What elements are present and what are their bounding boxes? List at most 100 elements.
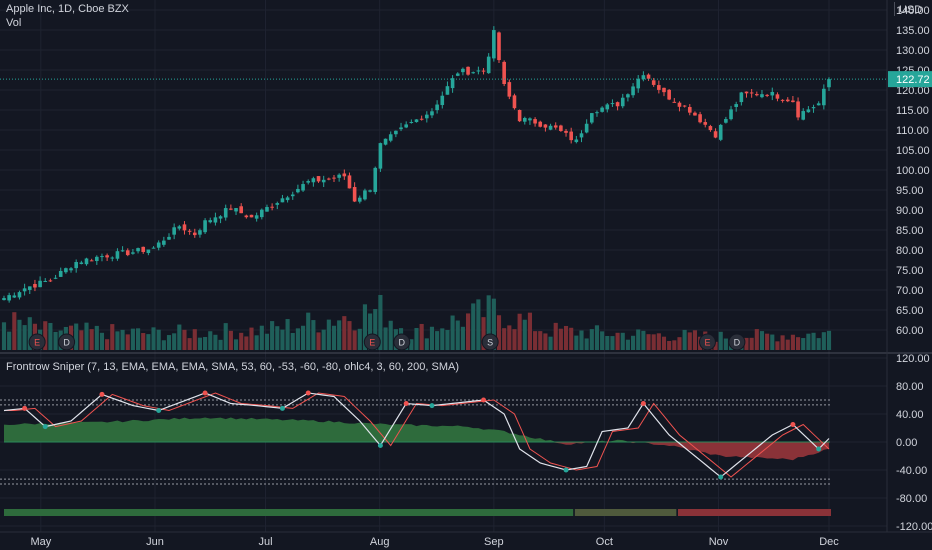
volume-bar (383, 327, 388, 350)
volume-bar (254, 335, 259, 350)
volume-bar (765, 333, 770, 350)
volume-bar (244, 336, 249, 350)
volume-bar (53, 331, 58, 350)
oscillator-signal-dot (305, 390, 311, 396)
volume-bar (105, 339, 110, 350)
candle-body (811, 107, 816, 109)
oscillator-signal-dot (377, 443, 383, 448)
volume-bar (600, 331, 605, 350)
volume-bar (744, 337, 749, 350)
event-marker[interactable] (28, 333, 46, 351)
price-tick-label: 85.00 (896, 225, 924, 237)
volume-bar (373, 309, 378, 350)
symbol-title[interactable]: Apple Inc, 1D, Cboe BZX (6, 3, 129, 15)
candle-body (172, 227, 176, 235)
candle-body (651, 80, 656, 85)
event-marker-label: E (369, 338, 375, 348)
price-tick-label: 75.00 (896, 265, 924, 277)
event-marker[interactable] (481, 333, 499, 351)
volume-bar (620, 332, 625, 350)
volume-bar (785, 339, 790, 350)
time-tick-label: Nov (709, 536, 729, 548)
candle-body (512, 95, 517, 109)
candle-body (765, 94, 769, 96)
candle-body (378, 143, 383, 169)
candle-body (100, 256, 104, 258)
volume-bar (321, 329, 326, 350)
candle-body (816, 103, 821, 106)
candle-body (347, 175, 352, 189)
volume-bar (502, 328, 507, 350)
oscillator-signal-dot (640, 401, 646, 406)
volume-bar (450, 315, 455, 350)
candle-body (796, 101, 800, 118)
candle-body (780, 99, 785, 101)
volume-bar (326, 319, 331, 350)
volume-bar (249, 327, 254, 350)
candle-body (156, 242, 161, 248)
candle-body (198, 230, 202, 235)
volume-bar (177, 324, 182, 350)
volume-bar (527, 312, 532, 350)
volume-bar (507, 325, 512, 350)
volume-label[interactable]: Vol (6, 17, 22, 29)
indicator-title[interactable]: Frontrow Sniper (7, 13, EMA, EMA, EMA, S… (6, 361, 460, 373)
volume-bar (301, 325, 306, 350)
candle-body (445, 86, 450, 95)
candle-body (827, 79, 831, 88)
volume-bar (151, 327, 156, 350)
candle-body (538, 121, 543, 127)
volume-bar (625, 339, 630, 350)
volume-bar (811, 332, 816, 350)
price-axis[interactable]: 140.00135.00130.00125.00120.00115.00110.… (888, 5, 932, 337)
candle-body (234, 208, 238, 212)
event-marker[interactable] (698, 333, 716, 351)
volume-bar (496, 315, 502, 350)
candle-body (744, 91, 749, 94)
candle-body (455, 73, 460, 76)
price-tick-label: 105.00 (896, 145, 930, 157)
currency-label[interactable]: USD (899, 4, 923, 16)
volume-bar (264, 333, 270, 350)
osc-tick-label: 40.00 (896, 409, 924, 421)
volume-bar (661, 336, 667, 350)
event-marker[interactable] (363, 333, 381, 351)
candle-body (734, 104, 738, 108)
volume-bar (7, 331, 12, 350)
volume-bar (239, 332, 244, 350)
candle-body (2, 298, 6, 301)
volume-bar (723, 338, 728, 350)
time-axis[interactable]: May Jun Jul Aug Sep Oct Nov Dec (30, 536, 839, 548)
event-marker[interactable] (58, 333, 76, 351)
candle-body (105, 255, 109, 258)
candle-body (120, 250, 125, 252)
candle-body (342, 173, 347, 177)
histogram-negative (4, 442, 829, 461)
candle-body (399, 127, 403, 130)
event-marker[interactable] (393, 333, 411, 351)
volume-bar (754, 329, 759, 350)
oscillator-signal-dot (22, 405, 28, 411)
volume-bar (120, 329, 125, 350)
candle-body (125, 250, 130, 256)
regime-bar-segment (574, 509, 677, 516)
candle-body (605, 104, 610, 110)
candle-body (229, 208, 233, 210)
candle-body (167, 236, 171, 240)
oscillator-signal-dot (403, 401, 409, 406)
volume-bar (409, 339, 414, 350)
event-marker[interactable] (728, 333, 746, 351)
volume-bar (259, 325, 264, 350)
volume-bar (460, 326, 465, 350)
candle-body (435, 104, 439, 111)
candle-body (275, 203, 280, 205)
volume-bars (1, 294, 832, 350)
volume-bar (115, 331, 120, 350)
price-tick-label: 80.00 (896, 245, 924, 257)
regime-bar-segment (4, 509, 574, 516)
volume-bar (27, 317, 32, 350)
candle-body (419, 118, 424, 120)
oscillator-axis[interactable]: 120.00 80.00 40.00 0.00 -40.00 -80.00 -120.00 (896, 353, 932, 533)
